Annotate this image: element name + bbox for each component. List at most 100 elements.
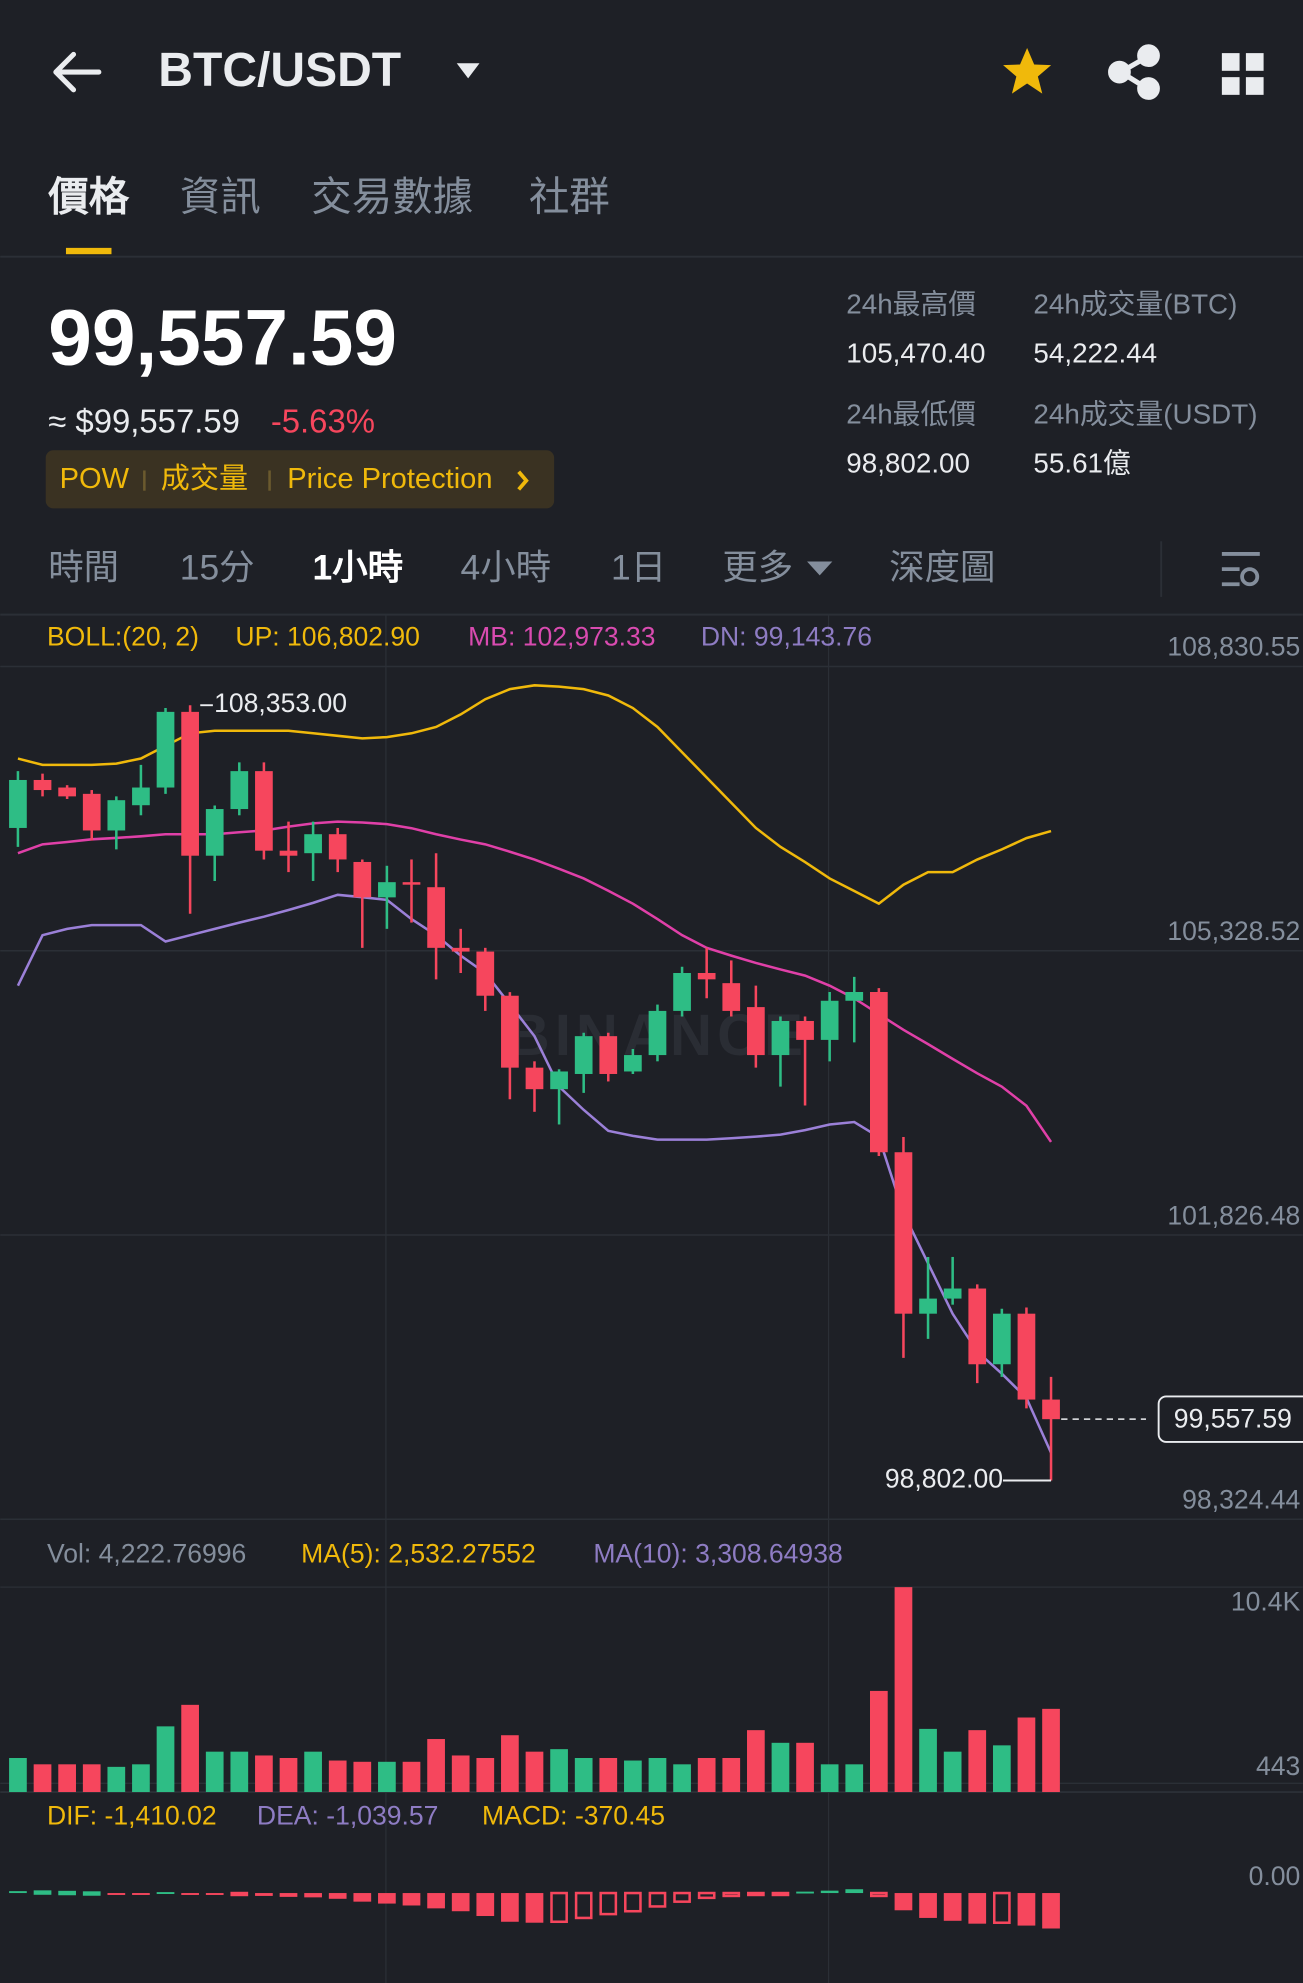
more-arrow [807,561,833,576]
candle-body [476,951,495,996]
macd-bar [476,1893,495,1917]
macd-bar [501,1893,519,1922]
macd-bar [353,1893,372,1902]
interval[interactable]: 4小時 [461,548,552,588]
volume-bar [820,1764,839,1793]
volume-bar [943,1751,962,1793]
candle-body [107,800,126,831]
candle-body [697,973,716,980]
interval[interactable]: 時間 [48,548,119,588]
stat-value: 55.61億 [1033,448,1130,479]
tab[interactable]: 資訊 [180,174,261,220]
volume-bar [427,1739,445,1793]
candle-body [1017,1313,1036,1400]
share-button[interactable] [1108,44,1160,100]
macd-bar [451,1893,470,1912]
interval[interactable]: 1日 [611,548,666,588]
volume-bar [673,1764,691,1793]
volume-bar [378,1761,396,1793]
volume-bar [451,1755,470,1793]
last-price: 99,557.59 [48,294,397,382]
candle-body [402,882,421,885]
macd-bar [402,1893,421,1906]
y-tick-label: 98,324.44 [1182,1485,1300,1515]
candle-body [328,834,347,860]
macd-bar [697,1891,716,1900]
candle-body [1042,1399,1060,1420]
indicator-label: MA(5): 2,532.27552 [301,1539,536,1569]
indicator-label: UP: 106,802.90 [235,622,420,652]
macd-bar [648,1891,667,1908]
macd-bar [968,1893,987,1924]
chart-settings[interactable] [1221,552,1260,587]
candle-body [501,995,519,1068]
interval[interactable]: 15分 [180,548,255,588]
candle-body [58,787,76,797]
back-button[interactable] [53,51,102,93]
tag: Price Protection [287,463,492,495]
macd-bar [1042,1893,1060,1929]
volume-bar [599,1757,618,1793]
interval-more[interactable]: 更多 [722,548,793,588]
volume-bar [747,1730,765,1793]
macd-bar [992,1891,1011,1924]
macd-bar [156,1892,175,1894]
indicator-label: BOLL:(20, 2) [47,622,199,652]
indicator-label: DIF: -1,410.02 [47,1800,217,1830]
volume-bar [870,1690,888,1793]
macd-bar [894,1893,913,1911]
macd-bar [673,1891,691,1903]
stat-label: 24h成交量(BTC) [1033,288,1237,319]
indicator-label: DEA: -1,039.57 [257,1800,439,1830]
volume-bar [624,1760,642,1793]
volume-bar [992,1745,1011,1793]
candle-body [624,1055,642,1072]
candle-body [550,1071,568,1090]
tag-bar[interactable] [45,450,555,509]
candle-body [205,809,224,856]
volume-bar [771,1742,790,1793]
candle-body [992,1313,1011,1365]
candle-body [722,983,741,1011]
candle-body [845,992,864,1001]
menu-grid[interactable] [1221,53,1264,95]
last-price-text: 99,557.59 [1174,1403,1292,1433]
macd-bar [796,1891,814,1894]
pair-dropdown[interactable] [456,63,480,79]
low-label: 98,802.00 [885,1464,1003,1494]
macd-bar [255,1893,273,1896]
candle-body [525,1067,544,1090]
macd-bar [58,1890,76,1896]
candle-body [894,1152,913,1314]
pair-title[interactable]: BTC/USDT [158,44,401,97]
favorite-star[interactable] [1003,48,1052,94]
stat-value: 54,222.44 [1033,338,1157,369]
candle-body [132,787,150,806]
y-tick-label: 108,830.55 [1167,632,1300,662]
depth-tab[interactable]: 深度圖 [889,548,995,588]
candle-body [870,992,888,1153]
volume-bar [845,1764,864,1793]
volume-bar [1017,1717,1036,1793]
candle-body [33,779,52,791]
macd-bar [230,1891,249,1897]
macd-bar [328,1893,347,1899]
volume-bar [796,1742,814,1793]
volume-bar [156,1726,175,1793]
macd-bar [181,1893,199,1895]
macd-bar [550,1891,568,1924]
tab[interactable]: 社群 [529,174,610,220]
candle-body [353,861,372,898]
tag: POW [60,463,130,495]
macd-bar [107,1893,126,1895]
stat-label: 24h成交量(USDT) [1033,398,1257,429]
tag: 成交量 [161,462,248,495]
interval-active[interactable]: 1小時 [313,548,404,588]
tab[interactable]: 價格 [47,174,129,220]
macd-bar [9,1891,27,1894]
tab[interactable]: 交易數據 [311,174,473,220]
indicator-label: Vol: 4,222.76996 [47,1539,246,1569]
candle-body [968,1288,987,1365]
